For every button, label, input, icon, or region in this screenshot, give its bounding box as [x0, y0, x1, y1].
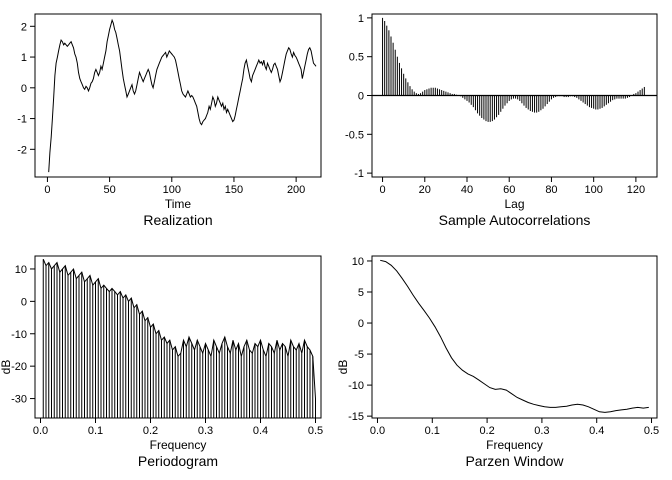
y-tick-label: -0.5 — [345, 129, 364, 141]
series-line — [42, 259, 316, 399]
x-tick-label: 0.2 — [143, 425, 158, 437]
y-tick-label: 0 — [358, 91, 364, 103]
y-tick-label: -10 — [348, 380, 364, 392]
y-tick-label: 0.5 — [349, 52, 364, 64]
panel-title: Sample Autocorrelations — [439, 212, 591, 228]
y-tick-label: -1 — [354, 168, 364, 180]
x-tick-label: 0.3 — [198, 425, 213, 437]
y-tick-label: 0 — [358, 318, 364, 330]
y-tick-label: -5 — [354, 349, 364, 361]
x-axis-title: Time — [165, 197, 192, 211]
x-tick-label: 120 — [627, 184, 645, 196]
y-tick-label: 0 — [21, 83, 27, 95]
plot-frame — [371, 255, 658, 419]
x-tick-label: 0.4 — [589, 425, 604, 437]
x-tick-label: 0.0 — [370, 425, 385, 437]
y-axis-title: dB — [336, 360, 350, 375]
x-tick-label: 0.5 — [644, 425, 659, 437]
x-tick-label: 0.1 — [88, 425, 103, 437]
x-tick-label: 50 — [103, 184, 115, 196]
y-tick-label: -10 — [11, 329, 27, 341]
series-line — [380, 259, 649, 413]
x-tick-label: 40 — [461, 184, 473, 196]
x-tick-label: 0.2 — [479, 425, 494, 437]
plot-frame — [34, 13, 322, 178]
y-axis-title: dB — [0, 360, 13, 375]
y-tick-label: 5 — [358, 287, 364, 299]
x-tick-label: 0 — [44, 184, 50, 196]
x-axis-title: Lag — [504, 197, 524, 211]
y-tick-label: 2 — [21, 21, 27, 33]
y-tick-label: -1 — [17, 114, 27, 126]
periodogram-panel: 0.0 0.1 0.2 0.3 0.4 0.5 -30 -20 -10 0 10 FrequencyP… — [0, 255, 323, 469]
x-tick-label: 0.0 — [33, 425, 48, 437]
y-tick-label: -30 — [11, 394, 27, 406]
panel-title: Parzen Window — [465, 453, 564, 469]
y-tick-label: -20 — [11, 361, 27, 373]
y-tick-label: 0 — [21, 296, 27, 308]
panel-title: Realization — [143, 212, 212, 228]
x-axis-title: Frequency — [150, 438, 207, 452]
parzen-window-panel: 0.0 0.1 0.2 0.3 0.4 0.5 -15 -10 -5 0 5 10 FrequencyP… — [336, 255, 659, 469]
x-tick-label: 0.5 — [308, 425, 323, 437]
y-tick-label: -15 — [348, 411, 364, 423]
x-tick-label: 0.4 — [253, 425, 268, 437]
y-tick-label: -2 — [17, 144, 27, 156]
x-tick-label: 80 — [545, 184, 557, 196]
x-tick-label: 0.1 — [425, 425, 440, 437]
x-tick-label: 0.3 — [534, 425, 549, 437]
x-tick-label: 150 — [225, 184, 243, 196]
x-tick-label: 100 — [584, 184, 602, 196]
x-tick-label: 60 — [503, 184, 515, 196]
y-tick-label: 1 — [21, 52, 27, 64]
y-tick-label: 10 — [352, 256, 364, 268]
x-tick-label: 20 — [419, 184, 431, 196]
y-tick-label: 10 — [15, 264, 27, 276]
series-line — [48, 18, 317, 173]
x-tick-label: 100 — [163, 184, 181, 196]
y-tick-label: 1 — [358, 13, 364, 25]
x-tick-label: 200 — [287, 184, 305, 196]
x-tick-label: 0 — [379, 184, 385, 196]
x-axis-title: Frequency — [486, 438, 543, 452]
panel-title: Periodogram — [138, 453, 218, 469]
